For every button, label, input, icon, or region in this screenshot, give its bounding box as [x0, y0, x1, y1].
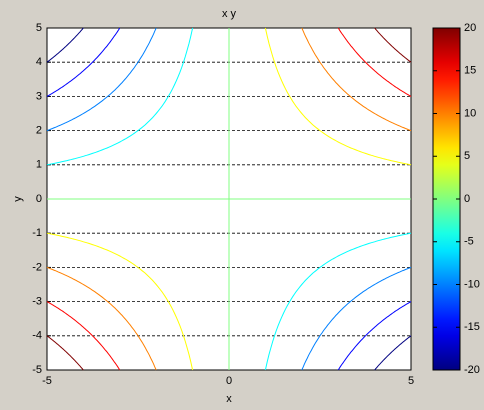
y-tick-label: 4: [36, 56, 42, 68]
contour-line: [46, 232, 194, 371]
colorbar-tick-label: 5: [464, 150, 470, 162]
colorbar-tick-label: -10: [464, 278, 480, 290]
contour-line: [301, 27, 412, 132]
y-tick-label: -1: [32, 227, 42, 239]
contour-line: [46, 27, 84, 63]
y-axis-label: y: [12, 196, 24, 202]
contour-line: [46, 335, 84, 371]
contour-line: [337, 301, 412, 371]
contour-line: [46, 301, 121, 371]
contour-line: [374, 27, 412, 63]
y-tick-label: -3: [32, 296, 42, 308]
y-tick-label: 3: [36, 90, 42, 102]
contour-line: [46, 266, 157, 371]
colorbar-tick-label: 0: [464, 193, 470, 205]
colorbar: [432, 27, 461, 371]
colorbar-tick-label: 20: [464, 22, 476, 34]
x-tick-label: 5: [408, 375, 414, 387]
y-tick-label: 1: [36, 159, 42, 171]
y-tick-label: 2: [36, 125, 42, 137]
x-tick-label: 0: [226, 375, 232, 387]
colorbar-tick-label: 10: [464, 107, 476, 119]
colorbar-tick-label: 15: [464, 65, 476, 77]
colorbar-tick-label: -20: [464, 364, 480, 376]
x-axis-label: x: [226, 393, 232, 405]
contour-line: [337, 27, 412, 97]
colorbar-tick-label: -5: [464, 236, 474, 248]
contour-line: [264, 232, 412, 371]
y-tick-label: -4: [32, 330, 42, 342]
contour-line: [47, 28, 411, 370]
contour-line: [46, 27, 157, 132]
y-tick-label: -5: [32, 364, 42, 376]
y-tick-label: 5: [36, 22, 42, 34]
x-tick-label: -5: [42, 375, 52, 387]
contour-line: [374, 335, 412, 371]
chart-title: x y: [222, 8, 237, 20]
contour-line: [301, 266, 412, 371]
contour-line: [46, 27, 194, 166]
contour-line: [264, 27, 412, 166]
contour-line: [46, 27, 121, 97]
colorbar-tick-label: -15: [464, 321, 480, 333]
y-tick-label: -2: [32, 261, 42, 273]
y-tick-label: 0: [36, 193, 42, 205]
